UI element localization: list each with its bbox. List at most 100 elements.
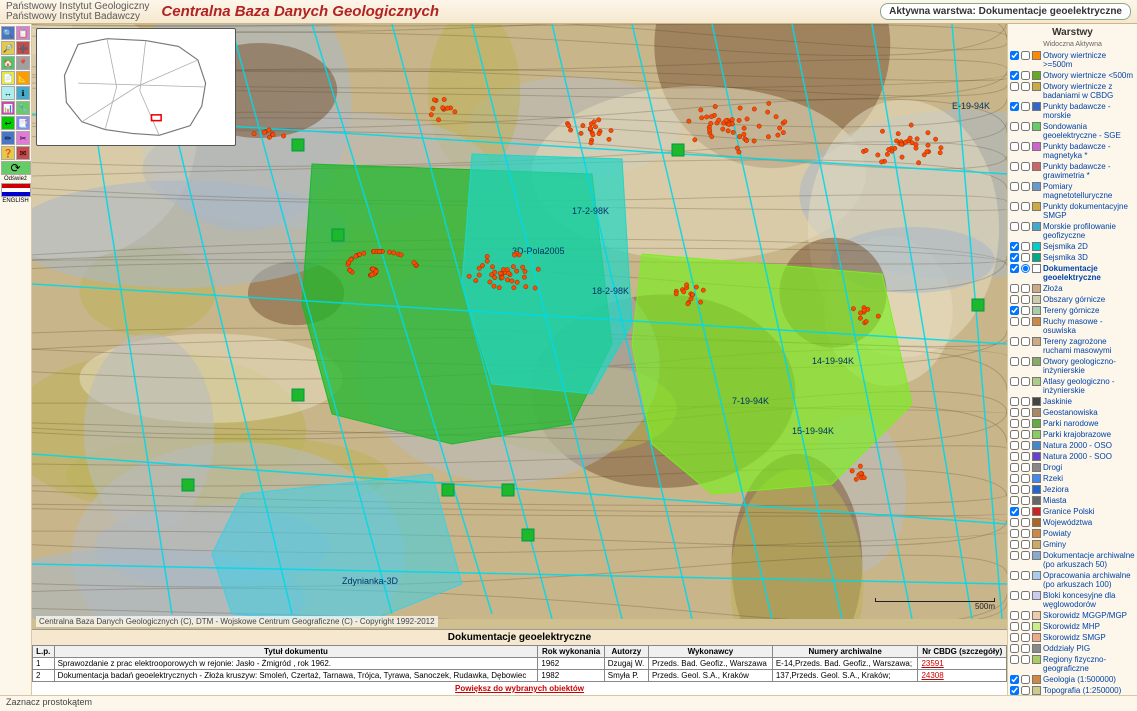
- layer-visible-checkbox[interactable]: [1010, 655, 1019, 664]
- layer-active-checkbox[interactable]: [1021, 474, 1030, 483]
- tool-button[interactable]: 📑: [16, 116, 30, 130]
- layer-visible-checkbox[interactable]: [1010, 357, 1019, 366]
- layer-visible-checkbox[interactable]: [1010, 182, 1019, 191]
- layer-visible-checkbox[interactable]: [1010, 306, 1019, 315]
- layer-label[interactable]: Jeziora: [1043, 485, 1069, 494]
- layer-active-checkbox[interactable]: [1021, 284, 1030, 293]
- tool-button[interactable]: ↩: [1, 116, 15, 130]
- layer-active-checkbox[interactable]: [1021, 686, 1030, 695]
- layer-label[interactable]: Otwory geologiczno-inżynierskie: [1043, 357, 1135, 375]
- layer-active-checkbox[interactable]: [1021, 571, 1030, 580]
- layer-active-checkbox[interactable]: [1021, 71, 1030, 80]
- layer-visible-checkbox[interactable]: [1010, 463, 1019, 472]
- layer-label[interactable]: Rzeki: [1043, 474, 1063, 483]
- tool-button[interactable]: ↔: [1, 86, 15, 100]
- layer-active-checkbox[interactable]: [1021, 591, 1030, 600]
- layer-active-checkbox[interactable]: [1021, 242, 1030, 251]
- layer-label[interactable]: Otwory wiertnicze >=500m: [1043, 51, 1135, 69]
- tool-button[interactable]: 📊: [1, 101, 15, 115]
- layer-visible-checkbox[interactable]: [1010, 71, 1019, 80]
- tool-button[interactable]: 🏠: [1, 56, 15, 70]
- layer-visible-checkbox[interactable]: [1010, 441, 1019, 450]
- layer-label[interactable]: Natura 2000 - SOO: [1043, 452, 1112, 461]
- layer-active-checkbox[interactable]: [1021, 452, 1030, 461]
- layer-visible-checkbox[interactable]: [1010, 317, 1019, 326]
- layer-label[interactable]: Punkty dokumentacyjne SMGP: [1043, 202, 1135, 220]
- layer-visible-checkbox[interactable]: [1010, 295, 1019, 304]
- layer-label[interactable]: Obszary górnicze: [1043, 295, 1105, 304]
- layer-visible-checkbox[interactable]: [1010, 496, 1019, 505]
- layer-label[interactable]: Punkty badawcze - morskie: [1043, 102, 1135, 120]
- layer-active-checkbox[interactable]: [1021, 644, 1030, 653]
- layer-active-checkbox[interactable]: [1021, 102, 1030, 111]
- layer-active-checkbox[interactable]: [1021, 675, 1030, 684]
- tool-button[interactable]: ✂: [16, 131, 30, 145]
- tool-button[interactable]: ✏: [1, 131, 15, 145]
- layer-label[interactable]: Oddziały PIG: [1043, 644, 1090, 653]
- layer-visible-checkbox[interactable]: [1010, 507, 1019, 516]
- layer-label[interactable]: Parki narodowe: [1043, 419, 1099, 428]
- layer-visible-checkbox[interactable]: [1010, 452, 1019, 461]
- layer-visible-checkbox[interactable]: [1010, 518, 1019, 527]
- map-area[interactable]: 3D-Pola200517-2-98K18-2-98K14-19-94K15-1…: [32, 24, 1007, 629]
- layer-active-checkbox[interactable]: [1021, 540, 1030, 549]
- cbdg-detail-link[interactable]: 24308: [921, 671, 943, 680]
- layer-visible-checkbox[interactable]: [1010, 397, 1019, 406]
- tool-button[interactable]: ℹ: [16, 86, 30, 100]
- layer-active-checkbox[interactable]: [1021, 441, 1030, 450]
- layer-visible-checkbox[interactable]: [1010, 408, 1019, 417]
- layer-active-checkbox[interactable]: [1021, 122, 1030, 131]
- layer-label[interactable]: Sondowania geoelektryczne - SGE: [1043, 122, 1135, 140]
- layer-label[interactable]: Opracowania archiwalne (po arkuszach 100…: [1043, 571, 1135, 589]
- layer-visible-checkbox[interactable]: [1010, 675, 1019, 684]
- layer-active-checkbox[interactable]: [1021, 655, 1030, 664]
- table-row[interactable]: 2Dokumentacja badań geoelektrycznych - Z…: [33, 670, 1007, 682]
- layer-visible-checkbox[interactable]: [1010, 430, 1019, 439]
- layer-label[interactable]: Pomiary magnetotelluryczne: [1043, 182, 1135, 200]
- layer-label[interactable]: Granice Polski: [1043, 507, 1095, 516]
- layer-active-checkbox[interactable]: [1021, 82, 1030, 91]
- layer-active-checkbox[interactable]: [1021, 182, 1030, 191]
- layer-active-checkbox[interactable]: [1021, 377, 1030, 386]
- layer-active-checkbox[interactable]: [1021, 142, 1030, 151]
- layer-visible-checkbox[interactable]: [1010, 611, 1019, 620]
- layer-active-checkbox[interactable]: [1021, 529, 1030, 538]
- layer-visible-checkbox[interactable]: [1010, 102, 1019, 111]
- layer-label[interactable]: Skorowidz SMGP: [1043, 633, 1106, 642]
- layer-active-checkbox[interactable]: [1021, 397, 1030, 406]
- layer-visible-checkbox[interactable]: [1010, 264, 1019, 273]
- layer-label[interactable]: Jaskinie: [1043, 397, 1072, 406]
- layer-visible-checkbox[interactable]: [1010, 162, 1019, 171]
- layer-visible-checkbox[interactable]: [1010, 485, 1019, 494]
- layer-active-checkbox[interactable]: [1021, 611, 1030, 620]
- layer-active-checkbox[interactable]: [1021, 222, 1030, 231]
- layer-label[interactable]: Punkty badawcze - magnetyka *: [1043, 142, 1135, 160]
- layer-label[interactable]: Gminy: [1043, 540, 1066, 549]
- layer-label[interactable]: Ruchy masowe - osuwiska: [1043, 317, 1135, 335]
- layer-active-checkbox[interactable]: [1021, 337, 1030, 346]
- layer-visible-checkbox[interactable]: [1010, 337, 1019, 346]
- layer-visible-checkbox[interactable]: [1010, 686, 1019, 695]
- layer-label[interactable]: Tereny górnicze: [1043, 306, 1099, 315]
- layer-active-checkbox[interactable]: [1021, 306, 1030, 315]
- layer-label[interactable]: Regiony fizyczno-geograficzne: [1043, 655, 1135, 673]
- tool-button[interactable]: ➕: [16, 41, 30, 55]
- layer-visible-checkbox[interactable]: [1010, 622, 1019, 631]
- table-row[interactable]: 1Sprawozdanie z prac elektrooporowych w …: [33, 658, 1007, 670]
- layer-visible-checkbox[interactable]: [1010, 222, 1019, 231]
- layer-label[interactable]: Atlasy geologiczno - inżynierskie: [1043, 377, 1135, 395]
- tool-button[interactable]: ✉: [16, 146, 30, 160]
- tool-button[interactable]: 📐: [16, 71, 30, 85]
- layer-label[interactable]: Tereny zagrożone ruchami masowymi: [1043, 337, 1135, 355]
- layer-active-checkbox[interactable]: [1021, 485, 1030, 494]
- layer-active-checkbox[interactable]: [1021, 317, 1030, 326]
- layer-visible-checkbox[interactable]: [1010, 253, 1019, 262]
- layer-active-checkbox[interactable]: [1021, 253, 1030, 262]
- layer-active-checkbox[interactable]: [1021, 295, 1030, 304]
- layer-active-checkbox[interactable]: [1021, 430, 1030, 439]
- layer-active-checkbox[interactable]: [1021, 357, 1030, 366]
- tool-button[interactable]: 🔧: [16, 101, 30, 115]
- layer-label[interactable]: Topografia (1:250000): [1043, 686, 1121, 695]
- layer-active-checkbox[interactable]: [1021, 408, 1030, 417]
- tool-button[interactable]: 🔍: [1, 26, 15, 40]
